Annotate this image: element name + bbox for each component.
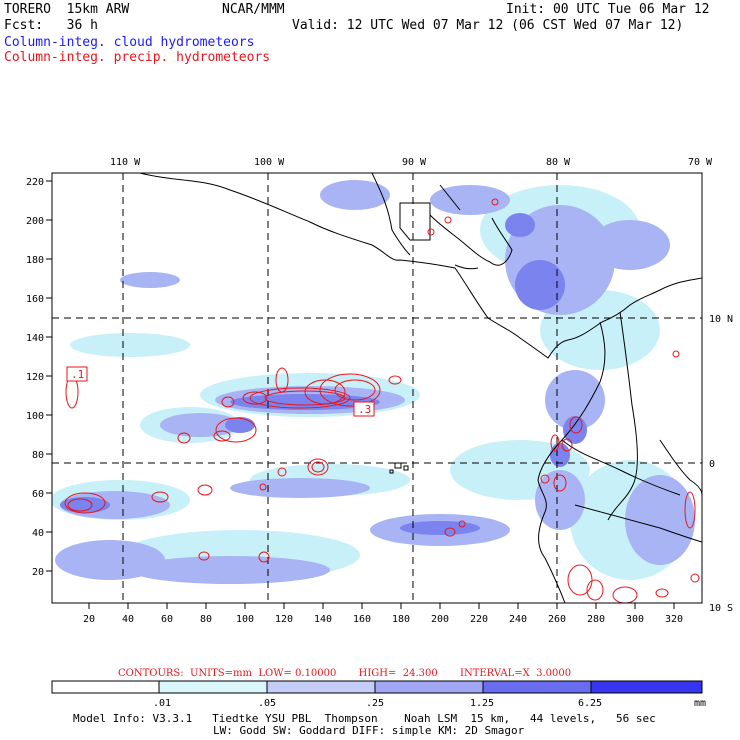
svg-text:220: 220 <box>26 177 44 188</box>
svg-text:300: 300 <box>626 614 644 625</box>
valid-time: Valid: 12 UTC Wed 07 Mar 12 (06 CST Wed … <box>292 18 684 33</box>
svg-text:.25: .25 <box>366 698 384 709</box>
map-frame <box>51 172 703 604</box>
svg-text:80: 80 <box>200 614 212 625</box>
svg-text:60: 60 <box>161 614 173 625</box>
svg-text:mm: mm <box>694 698 706 709</box>
model-title: TORERO 15km ARW <box>4 2 130 17</box>
svg-text:160: 160 <box>353 614 371 625</box>
svg-text:140: 140 <box>26 333 44 344</box>
coastlines <box>139 173 702 603</box>
svg-text:20: 20 <box>32 567 44 578</box>
svg-text:140: 140 <box>314 614 332 625</box>
svg-text:10 S: 10 S <box>709 603 733 614</box>
svg-text:10 N: 10 N <box>709 314 733 325</box>
svg-text:160: 160 <box>26 294 44 305</box>
svg-text:180: 180 <box>26 255 44 266</box>
svg-text:60: 60 <box>32 489 44 500</box>
svg-text:6.25: 6.25 <box>578 698 602 709</box>
top-lon-labels: 110 W 100 W 90 W 80 W 70 W <box>110 157 713 168</box>
svg-text:120: 120 <box>26 372 44 383</box>
svg-text:40: 40 <box>122 614 134 625</box>
graticule <box>52 173 702 603</box>
x-tick-labels: 20 40 60 80 100 120 140 160 180 200 220 … <box>83 614 683 625</box>
contour-label-low: .1 <box>71 368 84 381</box>
svg-text:40: 40 <box>32 528 44 539</box>
y-tick-labels: 220 200 180 160 140 120 100 80 60 40 20 <box>26 177 44 578</box>
svg-text:0: 0 <box>709 459 715 470</box>
svg-text:260: 260 <box>548 614 566 625</box>
colorbar <box>51 680 703 694</box>
svg-text:1.25: 1.25 <box>470 698 494 709</box>
svg-text:100 W: 100 W <box>254 157 285 168</box>
right-lat-labels: 10 N 0 10 S <box>709 314 733 614</box>
svg-text:.05: .05 <box>258 698 276 709</box>
init-time: Init: 00 UTC Tue 06 Mar 12 <box>506 2 710 17</box>
svg-text:100: 100 <box>26 411 44 422</box>
svg-text:70 W: 70 W <box>688 157 713 168</box>
contours-info: CONTOURS: UNITS=mm LOW= 0.10000 HIGH= 24… <box>118 668 572 679</box>
svg-text:120: 120 <box>275 614 293 625</box>
svg-text:200: 200 <box>431 614 449 625</box>
field-cloud-label: Column-integ. cloud hydrometeors <box>4 35 255 50</box>
center-name: NCAR/MMM <box>222 2 285 17</box>
svg-text:90 W: 90 W <box>402 157 427 168</box>
svg-text:280: 280 <box>587 614 605 625</box>
svg-text:320: 320 <box>665 614 683 625</box>
svg-text:110 W: 110 W <box>110 157 141 168</box>
cloud-shading <box>52 173 702 603</box>
contour-label-mid: .3 <box>358 403 371 416</box>
svg-text:.01: .01 <box>153 698 171 709</box>
forecast-hour: Fcst: 36 h <box>4 18 98 33</box>
svg-text:100: 100 <box>236 614 254 625</box>
y-axis <box>46 180 52 572</box>
svg-text:80 W: 80 W <box>546 157 571 168</box>
field-precip-label: Column-integ. precip. hydrometeors <box>4 50 271 65</box>
contour-labels: .1 .3 <box>66 366 375 417</box>
svg-text:20: 20 <box>83 614 95 625</box>
svg-text:220: 220 <box>470 614 488 625</box>
model-info-line2: LW: Godd SW: Goddard DIFF: simple KM: 2D… <box>213 724 525 737</box>
svg-text:240: 240 <box>509 614 527 625</box>
colorbar-tick-labels: .01 .05 .25 1.25 6.25 mm <box>153 698 706 709</box>
x-axis <box>88 603 675 609</box>
precip-contours <box>64 198 700 603</box>
svg-text:200: 200 <box>26 216 44 227</box>
svg-text:80: 80 <box>32 450 44 461</box>
svg-text:180: 180 <box>392 614 410 625</box>
model-info-line1: Model Info: V3.3.1 Tiedtke YSU PBL Thomp… <box>73 712 656 725</box>
